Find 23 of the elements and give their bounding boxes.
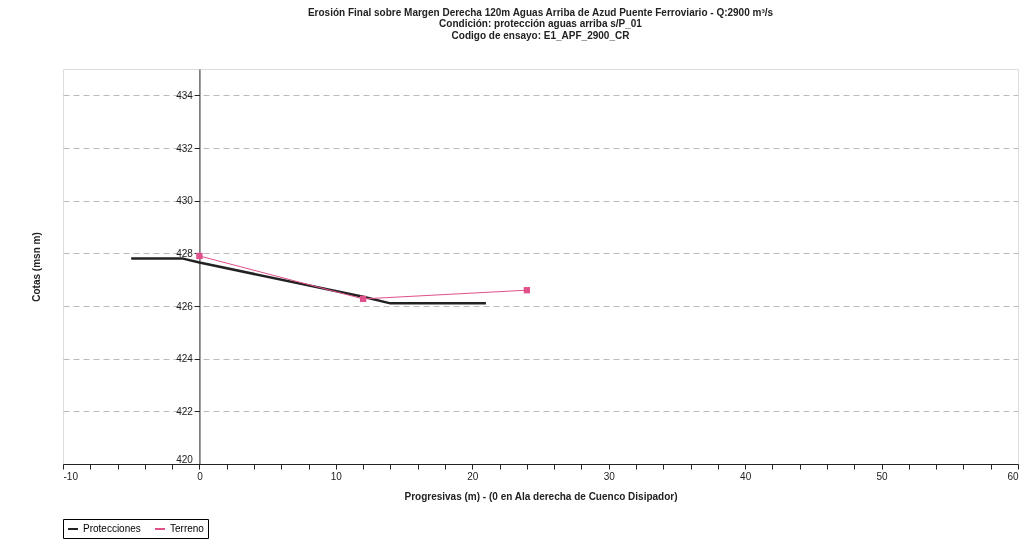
- x-axis-title: Progresivas (m) - (0 en Ala derecha de Cuenco Disipador): [404, 490, 678, 502]
- x-tick-label: 40: [740, 470, 752, 482]
- x-tick-label: 10: [330, 470, 343, 482]
- y-tick-label: 424: [176, 353, 194, 365]
- legend-label: Protecciones: [83, 523, 141, 534]
- y-axis-title: Cotas (msn m): [30, 232, 42, 302]
- x-tick-label: 0: [197, 470, 204, 482]
- text: Condición: protección aguas arriba s/P_01: [439, 18, 642, 29]
- text: Codigo de ensayo: E1_APF_2900_CR: [451, 30, 630, 41]
- x-tick-label: 30: [603, 470, 616, 482]
- y-tick-label: 432: [176, 142, 194, 154]
- x-tick-label: 50: [876, 470, 889, 482]
- legend-label: Terreno: [170, 523, 205, 534]
- x-tick-label: 20: [467, 470, 479, 482]
- x-tick-label: -10: [63, 470, 79, 482]
- y-tick-label: 426: [176, 300, 194, 312]
- y-tick-label: 428: [176, 247, 194, 259]
- y-tick-label: 422: [176, 405, 194, 417]
- y-tick-label: 430: [176, 195, 194, 207]
- y-tick-label: 420: [176, 453, 194, 465]
- y-tick-label: 434: [176, 89, 194, 101]
- x-tick-label: 60: [1007, 470, 1019, 482]
- chart-title: Erosión Final sobre Margen Derecha 120m Aguas Arriba de Azud Puente Ferroviario - Q:2900 m³/s: [307, 7, 774, 18]
